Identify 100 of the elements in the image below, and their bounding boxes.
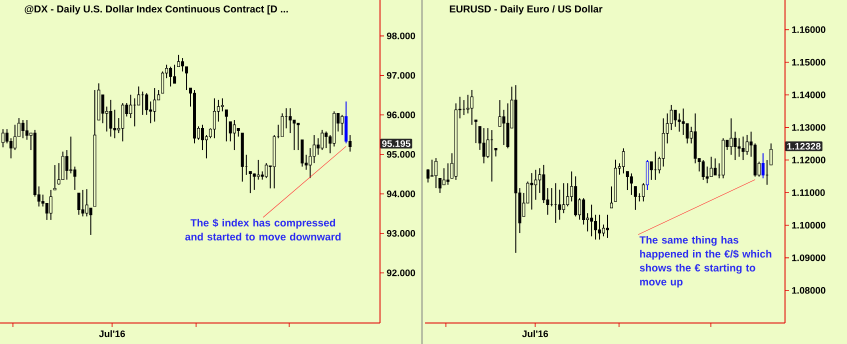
candlestick <box>212 98 216 139</box>
text: 1.12328 <box>787 142 821 150</box>
candlestick <box>280 112 284 138</box>
candlestick <box>169 66 172 87</box>
y-tick-label: 1.12000 <box>792 156 826 164</box>
candlestick <box>21 120 24 139</box>
candlestick <box>109 99 112 138</box>
y-tick-label: 1.08000 <box>792 287 826 294</box>
candlestick <box>702 160 705 180</box>
candlestick <box>153 88 156 122</box>
candlestick <box>161 70 164 94</box>
text: 95.195 <box>382 140 410 147</box>
candlestick <box>606 214 610 238</box>
candlestick <box>181 58 184 72</box>
candlestick <box>594 214 598 240</box>
text: Jul'16 <box>99 330 125 338</box>
candlestick <box>630 172 633 196</box>
candlestick <box>248 170 252 194</box>
candlestick <box>185 66 188 91</box>
candlestick <box>300 139 304 168</box>
candlestick <box>121 102 124 142</box>
candlestick <box>434 158 438 189</box>
candlestick <box>558 189 562 220</box>
y-tick-label: 1.10000 <box>792 222 826 229</box>
candlestick <box>137 86 140 106</box>
candlestick <box>200 124 204 151</box>
candlestick <box>498 100 502 127</box>
candlestick <box>710 156 713 178</box>
candlestick <box>69 136 72 174</box>
candlestick <box>466 94 470 114</box>
candlestick <box>145 92 148 116</box>
annotation: The $ index has compressed and started to move downward <box>185 218 341 240</box>
candlestick <box>670 104 673 131</box>
candlestick <box>113 109 116 139</box>
candlestick <box>348 134 352 152</box>
candlestick <box>438 178 442 194</box>
candlestick <box>486 128 490 159</box>
candlestick <box>49 189 52 220</box>
y-tick-label: 1.13000 <box>792 124 826 131</box>
candlestick <box>686 123 689 144</box>
candlestick <box>742 136 745 161</box>
candlestick <box>442 168 446 186</box>
candlestick <box>734 131 737 161</box>
candlestick <box>73 166 76 190</box>
candlestick <box>129 94 132 119</box>
candlestick <box>53 164 56 190</box>
annotation: The same thing has happened in the €/$ which shows the € starting to move up <box>640 236 772 288</box>
candlestick <box>232 120 236 151</box>
candlestick <box>13 124 16 151</box>
candlestick <box>762 152 765 179</box>
candlestick <box>730 118 733 156</box>
y-tick-label: 93.000 <box>386 230 416 237</box>
candlestick <box>133 98 136 127</box>
y-tick-label: 1.11000 <box>792 189 825 196</box>
y-tick-label: 1.09000 <box>792 254 826 262</box>
candlestick <box>566 182 570 207</box>
candlestick <box>340 114 344 136</box>
candlestick <box>506 102 510 149</box>
candlestick <box>252 172 256 190</box>
candlestick <box>177 54 180 68</box>
y-tick-label: 97.000 <box>386 72 416 79</box>
candlestick <box>470 89 474 126</box>
candlestick <box>766 160 769 186</box>
candlestick <box>770 142 773 166</box>
candlestick <box>81 189 84 217</box>
candlestick <box>308 148 312 179</box>
candlestick <box>678 112 681 132</box>
chart-title: EURUSD - Daily Euro / US Dollar <box>450 5 602 14</box>
candlestick <box>602 224 606 237</box>
candlestick <box>288 108 292 134</box>
candlestick <box>590 204 594 237</box>
chart-title: @DX - Daily U.S. Dollar Index Continuous Contract [D ... <box>24 5 288 14</box>
candlestick <box>292 120 296 151</box>
y-tick-label: 1.16000 <box>792 26 826 34</box>
y-tick-label: 98.000 <box>386 32 416 40</box>
candlestick <box>324 130 328 149</box>
candlestick <box>426 168 430 184</box>
candlestick <box>474 119 478 144</box>
candlestick <box>296 122 300 151</box>
y-tick-label: 92.000 <box>386 270 416 276</box>
candlestick <box>598 214 602 240</box>
candlestick <box>173 64 176 84</box>
candlestick <box>682 108 685 136</box>
candlestick <box>61 151 64 180</box>
candlestick <box>534 169 538 200</box>
candlestick <box>626 170 629 191</box>
candlestick <box>320 129 324 151</box>
candlestick <box>530 172 534 210</box>
candlestick <box>502 109 506 146</box>
candlestick <box>85 188 88 217</box>
candlestick <box>220 98 224 112</box>
candlestick <box>25 120 28 140</box>
y-tick-label: 96.000 <box>386 112 416 118</box>
candlestick <box>264 162 268 179</box>
candlestick <box>256 159 260 180</box>
candlestick <box>746 134 749 156</box>
candlestick <box>65 150 68 180</box>
candlestick <box>312 134 316 164</box>
y-tick-label: 1.14000 <box>792 92 826 98</box>
y-tick-label: 95.000 <box>386 151 416 158</box>
